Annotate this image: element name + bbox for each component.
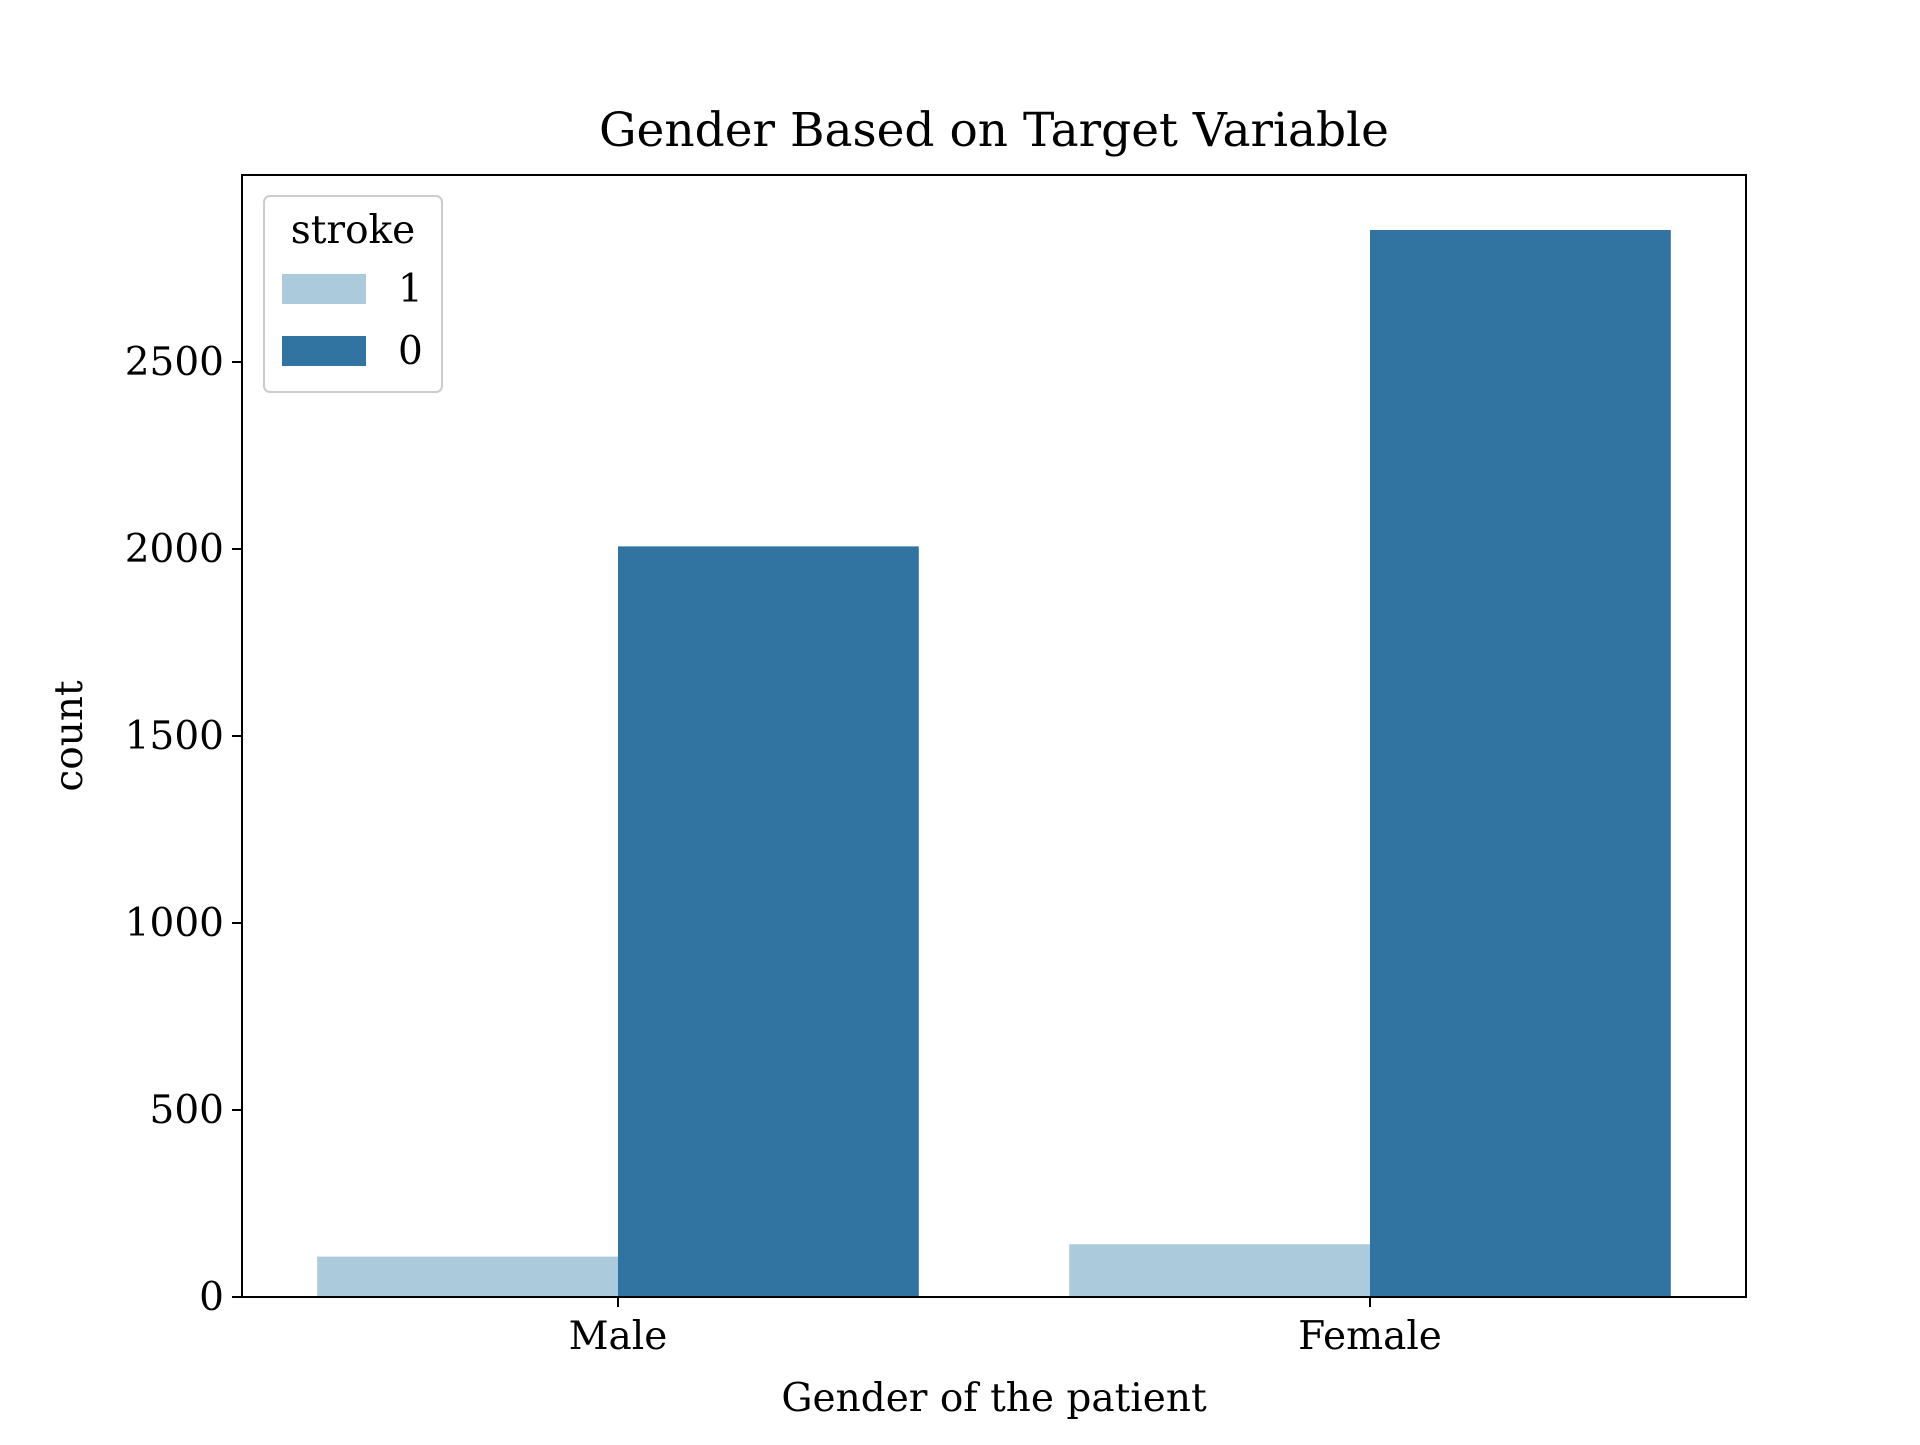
legend-entries: 10 — [282, 267, 423, 374]
x-axis-label: Gender of the patient — [781, 1376, 1207, 1421]
legend-swatch-stroke-1 — [282, 274, 366, 304]
legend: stroke 10 — [263, 195, 443, 393]
bar-female-stroke-0 — [1370, 229, 1671, 1297]
x-tick-label: Male — [569, 1314, 668, 1359]
y-tick-label: 2500 — [125, 340, 224, 385]
y-tick-label: 0 — [199, 1275, 224, 1320]
y-tick-label: 1000 — [125, 901, 224, 946]
bar-male-stroke-1 — [317, 1256, 618, 1297]
legend-label-stroke-0: 0 — [398, 329, 423, 374]
bar-male-stroke-0 — [618, 546, 919, 1297]
bars-layer — [317, 229, 1671, 1297]
y-axis-label: count — [47, 680, 92, 792]
y-tick-label: 1500 — [125, 714, 224, 759]
legend-label-stroke-1: 1 — [398, 267, 423, 312]
y-axis-ticks: 0 500 1000 1500 2000 2500 — [125, 340, 242, 1320]
bar-female-stroke-1 — [1069, 1244, 1370, 1297]
plot-frame — [241, 174, 1747, 1298]
x-tick-label: Female — [1298, 1314, 1442, 1359]
legend-title: stroke — [291, 208, 416, 253]
y-tick-label: 2000 — [125, 527, 224, 572]
legend-swatch-stroke-0 — [282, 336, 366, 366]
chart-title: Gender Based on Target Variable — [599, 103, 1389, 158]
y-tick-label: 500 — [150, 1088, 224, 1133]
x-axis-ticks: Male Female — [569, 1297, 1442, 1359]
